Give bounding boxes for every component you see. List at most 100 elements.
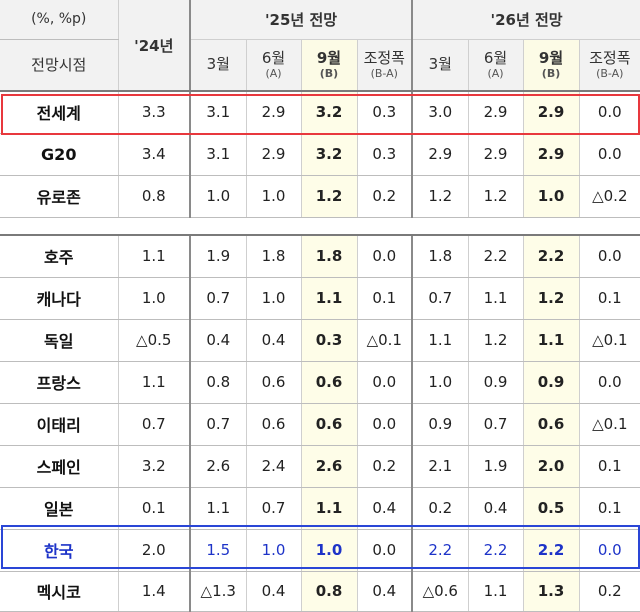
sub-header: 9월 (B) [300,39,357,92]
cell: 0.0 [356,403,413,446]
table-row: 호주 1.1 1.9 1.8 1.8 0.0 1.8 2.2 2.2 0.0 [0,235,640,278]
cell: 0.0 [578,235,640,278]
cell: 0.8 [300,571,357,612]
cell: 0.4 [356,571,413,612]
cell: 1.0 [300,529,357,572]
cell: 0.0 [578,529,640,572]
cell: 0.3 [300,319,357,362]
value-2024: 1.1 [117,361,190,404]
cell: 0.6 [522,403,580,446]
value-2024: △0.5 [117,319,190,362]
cell: 1.0 [189,175,246,218]
cell: 1.3 [522,571,580,612]
cell: 0.4 [245,571,301,612]
cell: 1.0 [522,175,580,218]
cell: 0.1 [578,445,640,488]
value-2024: 3.3 [117,91,190,134]
unit-label: (%, %p) [0,0,118,40]
cell: 1.8 [245,235,301,278]
cell: 0.5 [522,487,580,530]
cell: 1.2 [522,277,580,320]
cell: 1.2 [467,175,524,218]
cell: 1.1 [300,277,357,320]
cell: 0.0 [578,133,640,176]
cell: 2.9 [245,91,301,134]
sub-header: 3월 [189,39,246,92]
cell: 2.9 [467,91,524,134]
cell: 0.7 [467,403,524,446]
cell: △0.1 [356,319,413,362]
cell: 1.8 [411,235,469,278]
value-2024: 2.0 [117,529,190,572]
table-row: 스페인 3.2 2.6 2.4 2.6 0.2 2.1 1.9 2.0 0.1 [0,445,640,488]
cell: 1.2 [467,319,524,362]
sub-header: 6월 (A) [245,39,301,92]
cell: 2.2 [522,235,580,278]
cell: 1.2 [300,175,357,218]
cell: 2.9 [411,133,469,176]
cell: 2.1 [411,445,469,488]
cell: △1.3 [189,571,246,612]
cell: 0.6 [300,361,357,404]
table-row: 유로존 0.8 1.0 1.0 1.2 0.2 1.2 1.2 1.0 △0.2 [0,175,640,218]
cell: 0.4 [467,487,524,530]
cell: △0.6 [411,571,469,612]
cell: 0.3 [356,91,413,134]
cell: 0.4 [245,319,301,362]
cell: 2.2 [522,529,580,572]
cell: 0.0 [356,529,413,572]
view-point-label: 전망시점 [0,39,118,92]
cell: 1.1 [411,319,469,362]
table-row: 이태리 0.7 0.7 0.6 0.6 0.0 0.9 0.7 0.6 △0.1 [0,403,640,446]
sub-header: 6월 (A) [467,39,524,92]
country-name: 이태리 [0,403,118,446]
cell: 0.6 [300,403,357,446]
forecast-2025-header: '25년 전망 [188,0,413,40]
table-row-korea: 한국 2.0 1.5 1.0 1.0 0.0 2.2 2.2 2.2 0.0 [0,529,640,572]
cell: 0.2 [356,175,413,218]
country-name: 일본 [0,487,118,530]
section-divider [0,217,640,236]
cell: 3.1 [189,133,246,176]
cell: 1.0 [245,529,301,572]
cell: 0.8 [189,361,246,404]
cell: 1.0 [245,175,301,218]
country-name: 전세계 [0,91,118,134]
cell: 0.7 [189,403,246,446]
table-row: 전세계 3.3 3.1 2.9 3.2 0.3 3.0 2.9 2.9 0.0 [0,91,640,134]
table-row: 일본 0.1 1.1 0.7 1.1 0.4 0.2 0.4 0.5 0.1 [0,487,640,530]
cell: 2.9 [245,133,301,176]
country-name: 프랑스 [0,361,118,404]
country-name: 캐나다 [0,277,118,320]
cell: 2.2 [467,235,524,278]
cell: 0.1 [578,277,640,320]
value-2024: 1.4 [117,571,190,612]
cell: △0.1 [578,403,640,446]
cell: 0.6 [245,403,301,446]
cell: 3.1 [189,91,246,134]
forecast-2026-header: '26년 전망 [411,0,640,40]
cell: 1.1 [522,319,580,362]
cell: 0.1 [356,277,413,320]
cell: 0.1 [578,487,640,530]
cell: 1.1 [189,487,246,530]
cell: 1.9 [467,445,524,488]
table-row: 프랑스 1.1 0.8 0.6 0.6 0.0 1.0 0.9 0.9 0.0 [0,361,640,404]
cell: 3.0 [411,91,469,134]
table-row: 캐나다 1.0 0.7 1.0 1.1 0.1 0.7 1.1 1.2 0.1 [0,277,640,320]
table-row: G20 3.4 3.1 2.9 3.2 0.3 2.9 2.9 2.9 0.0 [0,133,640,176]
year-2024-header: '24년 [117,0,190,92]
country-name: G20 [0,133,118,176]
cell: 0.4 [189,319,246,362]
cell: 0.0 [356,235,413,278]
cell: 0.2 [356,445,413,488]
table-row: 멕시코 1.4 △1.3 0.4 0.8 0.4 △0.6 1.1 1.3 0.… [0,571,640,612]
cell: 2.2 [411,529,469,572]
value-2024: 0.7 [117,403,190,446]
country-name: 유로존 [0,175,118,218]
cell: 0.7 [245,487,301,530]
cell: 1.1 [467,277,524,320]
cell: 2.9 [467,133,524,176]
sub-header: 조정폭 (B-A) [578,39,640,92]
